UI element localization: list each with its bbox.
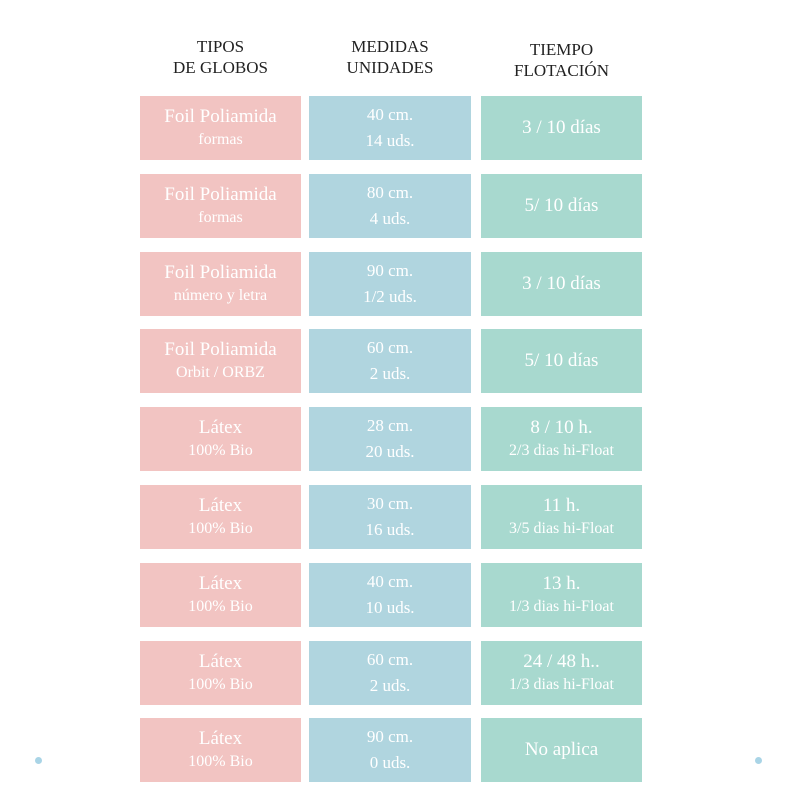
cell-text: 100% Bio bbox=[188, 597, 253, 615]
cell-text: 13 h. bbox=[542, 572, 581, 594]
cell-text: 5/ 10 días bbox=[524, 194, 599, 216]
table-cell: Foil Poliamida formas bbox=[140, 173, 301, 238]
cell-text: 10 uds. bbox=[365, 597, 415, 617]
cell-text: 80 cm. bbox=[366, 182, 414, 202]
cell-text: 11 h. bbox=[542, 495, 581, 516]
cell-text: Látex bbox=[198, 495, 243, 516]
cell-text: 1/2 uds. bbox=[363, 286, 417, 306]
cell-text: Foil Poliamida bbox=[164, 106, 277, 127]
cell-text: formas bbox=[198, 208, 243, 226]
table-cell: 30 cm. 16 uds. bbox=[309, 485, 471, 549]
cell-text: 1/3 dias hi-Float bbox=[509, 675, 614, 693]
decor-dot bbox=[755, 757, 762, 764]
table-cell: 3 / 10 días bbox=[481, 96, 642, 160]
table-cell: 60 cm. 2 uds. bbox=[309, 329, 471, 394]
cell-text: No aplica bbox=[524, 739, 599, 761]
table-cell: Foil Poliamida formas bbox=[140, 96, 301, 160]
cell-text: Látex bbox=[198, 572, 243, 594]
column-header: TIEMPO FLOTACIÓN bbox=[477, 39, 647, 81]
cell-text: 3/5 dias hi-Float bbox=[509, 520, 614, 537]
cell-text: 20 uds. bbox=[365, 442, 415, 462]
cell-text: 2 uds. bbox=[369, 675, 411, 695]
cell-text: 16 uds. bbox=[365, 520, 415, 539]
cell-text: 2 uds. bbox=[369, 364, 411, 384]
cell-text: 100% Bio bbox=[188, 675, 253, 693]
table-cell: Látex 100% Bio bbox=[140, 562, 301, 627]
header-line: TIPOS bbox=[196, 37, 245, 56]
cell-text: 1/3 dias hi-Float bbox=[509, 597, 614, 615]
cell-text: número y letra bbox=[173, 286, 268, 304]
cell-text: Látex bbox=[198, 417, 243, 439]
table-cell: 40 cm. 10 uds. bbox=[309, 562, 471, 627]
header-line: MEDIDAS bbox=[351, 37, 429, 56]
header-line: TIEMPO bbox=[529, 40, 594, 59]
cell-text: 14 uds. bbox=[365, 131, 415, 150]
table-cell: 28 cm. 20 uds. bbox=[309, 407, 471, 472]
cell-text: 60 cm. bbox=[366, 649, 414, 669]
cell-text: 2/3 dias hi-Float bbox=[509, 442, 614, 460]
table-cell: Látex 100% Bio bbox=[140, 407, 301, 472]
table-cell: 60 cm. 2 uds. bbox=[309, 640, 471, 705]
cell-text: Látex bbox=[198, 728, 243, 750]
cell-text: 100% Bio bbox=[188, 442, 253, 460]
table-cell: 90 cm. 0 uds. bbox=[309, 718, 471, 783]
table-cell: Látex 100% Bio bbox=[140, 485, 301, 549]
cell-text: 100% Bio bbox=[188, 753, 253, 771]
cell-text: 5/ 10 días bbox=[524, 350, 599, 372]
table-cell: 11 h. 3/5 dias hi-Float bbox=[481, 485, 642, 549]
cell-text: 40 cm. bbox=[366, 571, 414, 591]
cell-text: 60 cm. bbox=[366, 338, 414, 358]
column-header: TIPOS DE GLOBOS bbox=[136, 36, 306, 78]
cell-text: 3 / 10 días bbox=[522, 272, 601, 294]
cell-text: 30 cm. bbox=[366, 494, 414, 513]
table-cell: 24 / 48 h.. 1/3 dias hi-Float bbox=[481, 640, 642, 705]
cell-text: 90 cm. bbox=[366, 260, 414, 280]
decor-dot bbox=[35, 757, 42, 764]
table-cell: 8 / 10 h. 2/3 dias hi-Float bbox=[481, 407, 642, 472]
table-cell: 13 h. 1/3 dias hi-Float bbox=[481, 562, 642, 627]
cell-text: 8 / 10 h. bbox=[530, 417, 593, 439]
table-cell: 5/ 10 días bbox=[481, 173, 642, 238]
cell-text: Foil Poliamida bbox=[164, 261, 277, 283]
table-cell: 5/ 10 días bbox=[481, 329, 642, 394]
table-cell: Látex 100% Bio bbox=[140, 718, 301, 783]
cell-text: 0 uds. bbox=[369, 753, 411, 773]
cell-text: 28 cm. bbox=[366, 416, 414, 436]
cell-text: Orbit / ORBZ bbox=[176, 364, 265, 382]
table-cell: No aplica bbox=[481, 718, 642, 783]
header-line: FLOTACIÓN bbox=[514, 61, 609, 80]
cell-text: 90 cm. bbox=[366, 727, 414, 747]
table-cell: 90 cm. 1/2 uds. bbox=[309, 251, 471, 316]
table-cell: Foil Poliamida Orbit / ORBZ bbox=[140, 329, 301, 394]
cell-text: 24 / 48 h.. bbox=[523, 650, 600, 672]
table-cell: Látex 100% Bio bbox=[140, 640, 301, 705]
cell-text: Foil Poliamida bbox=[164, 183, 277, 205]
table-cell: Foil Poliamida número y letra bbox=[140, 251, 301, 316]
header-line: DE GLOBOS bbox=[173, 58, 268, 77]
table-cell: 40 cm. 14 uds. bbox=[309, 96, 471, 160]
cell-text: formas bbox=[198, 131, 243, 148]
cell-text: 40 cm. bbox=[366, 105, 414, 124]
table-cell: 3 / 10 días bbox=[481, 251, 642, 316]
cell-text: Foil Poliamida bbox=[164, 339, 277, 361]
cell-text: Látex bbox=[198, 650, 243, 672]
table-cell: 80 cm. 4 uds. bbox=[309, 173, 471, 238]
cell-text: 4 uds. bbox=[369, 208, 411, 228]
cell-text: 3 / 10 días bbox=[522, 117, 601, 138]
cell-text: 100% Bio bbox=[188, 520, 253, 537]
column-header: MEDIDAS UNIDADES bbox=[305, 36, 475, 78]
header-line: UNIDADES bbox=[346, 58, 434, 77]
